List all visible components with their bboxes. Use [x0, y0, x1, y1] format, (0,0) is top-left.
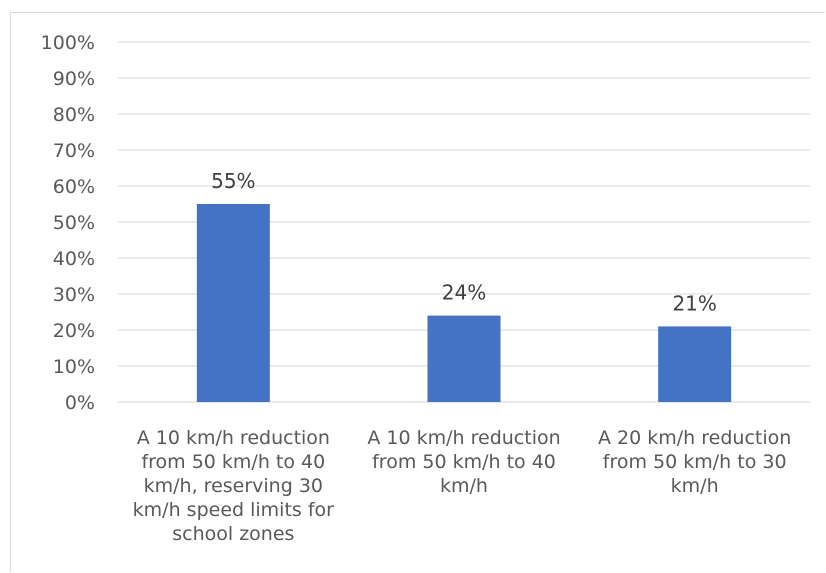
data-labels: 55% 24% 21%: [211, 169, 717, 315]
category-label: A 10 km/h reduction from 50 km/h to 40 km/…: [133, 427, 334, 545]
y-tick-label: 40%: [53, 248, 95, 270]
data-label: 55%: [211, 169, 255, 193]
y-tick-label: 10%: [53, 356, 95, 378]
y-tick-label: 20%: [53, 320, 95, 342]
y-tick-label: 90%: [53, 68, 95, 90]
y-tick-label: 80%: [53, 104, 95, 126]
y-axis-ticks: 0% 10% 20% 30% 40% 50% 60% 70% 80% 90% 100%: [41, 32, 95, 414]
bar: [658, 326, 732, 402]
bar: [427, 315, 501, 402]
y-tick-label: 0%: [65, 392, 95, 414]
y-tick-label: 100%: [41, 32, 95, 54]
y-tick-label: 70%: [53, 140, 95, 162]
chart-frame: [10, 12, 825, 572]
y-tick-label: 50%: [53, 212, 95, 234]
bar: [196, 204, 270, 402]
data-label: 24%: [442, 281, 486, 305]
data-label: 21%: [672, 291, 716, 315]
category-label: A 10 km/h reduction from 50 km/h to 40 km/…: [367, 427, 560, 497]
category-labels: A 10 km/h reduction from 50 km/h to 40 km/…: [133, 427, 792, 545]
y-tick-label: 30%: [53, 284, 95, 306]
bars: [196, 204, 732, 402]
y-tick-label: 60%: [53, 176, 95, 198]
category-label: A 20 km/h reduction from 50 km/h to 30 km/…: [598, 427, 791, 497]
